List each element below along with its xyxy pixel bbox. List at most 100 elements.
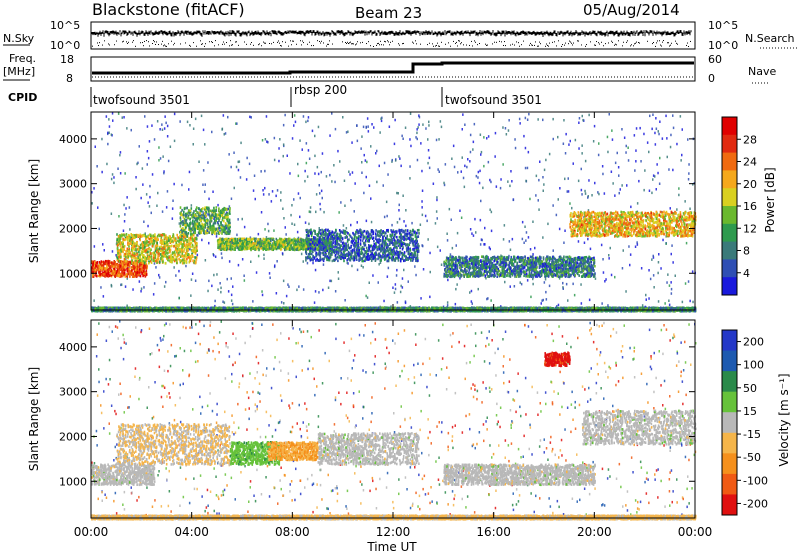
echo-band-2-point <box>218 217 221 220</box>
nsearch-sample <box>519 45 520 47</box>
speckle-point <box>317 125 320 129</box>
echo-band-2-point <box>208 214 211 217</box>
speckle-point <box>107 131 109 135</box>
speckle-point <box>532 220 534 223</box>
nsearch-sample <box>667 42 668 44</box>
speckle-point <box>643 188 645 192</box>
echo-band-1-point <box>153 259 155 262</box>
echo-band-0-point <box>104 269 107 272</box>
echo-band-1-point <box>144 260 146 263</box>
echo-band-2-point <box>202 216 204 220</box>
nsearch-sample <box>296 43 297 45</box>
echo-band-0-point <box>129 275 131 278</box>
speckle-point <box>366 117 369 120</box>
speckle-point <box>264 138 267 141</box>
speckle-point <box>504 280 506 284</box>
echo-band-0-point <box>126 275 129 278</box>
nsearch-sample <box>578 40 579 42</box>
date-title: 05/Aug/2014 <box>583 1 680 19</box>
echo-band-0-point <box>118 266 121 270</box>
echo-band-3-point <box>262 240 265 243</box>
nsearch-sample <box>529 44 530 46</box>
speckle-point <box>405 224 407 228</box>
nsearch-sample <box>456 41 457 43</box>
speckle-point <box>365 126 367 129</box>
speckle-point <box>194 279 197 282</box>
echo-band-1-point <box>116 233 118 236</box>
cpid-label: CPID <box>8 91 37 104</box>
speckle-point <box>583 216 585 219</box>
speckle-point <box>202 211 204 214</box>
echo-band-0-point <box>92 261 95 265</box>
speckle-point <box>514 146 517 150</box>
speckle-point <box>684 282 687 285</box>
echo-band-3-point <box>284 243 287 246</box>
speckle-point <box>297 192 300 195</box>
echo-band-1-point <box>188 256 191 260</box>
speckle-point <box>318 227 320 230</box>
speckle-point <box>459 277 461 280</box>
nsearch-sample <box>585 45 586 47</box>
speckle-point <box>645 298 647 301</box>
echo-band-2-point <box>217 217 219 220</box>
nsearch-sample <box>499 40 500 42</box>
echo-band-1-point <box>160 238 162 241</box>
speckle-point <box>263 253 265 257</box>
nsearch-sample <box>200 40 201 42</box>
speckle-point <box>688 172 690 175</box>
speckle-point <box>308 210 311 213</box>
speckle-point <box>309 210 312 214</box>
speckle-point <box>230 165 232 169</box>
speckle-point <box>403 220 405 223</box>
speckle-point <box>359 258 362 262</box>
speckle-point <box>685 241 688 245</box>
speckle-point <box>464 164 466 168</box>
nsearch-sample <box>350 41 351 43</box>
nsearch-sample <box>635 42 636 44</box>
speckle-point <box>241 258 244 261</box>
speckle-point <box>567 299 569 302</box>
speckle-point <box>125 258 127 261</box>
speckle-point <box>213 273 215 277</box>
speckle-point <box>453 165 456 169</box>
echo-band-1-point <box>150 261 153 264</box>
speckle-point <box>387 266 390 270</box>
echo-band-0-point <box>135 268 138 271</box>
echo-band-1-point <box>136 257 138 260</box>
echo-band-3-point <box>299 240 301 243</box>
speckle-point <box>602 271 605 274</box>
echo-band-1-point <box>156 234 159 238</box>
echo-band-1-point <box>178 247 180 251</box>
speckle-point <box>266 140 268 143</box>
speckle-point <box>512 198 515 202</box>
echo-band-0-point <box>114 261 116 264</box>
speckle-point <box>557 198 559 201</box>
speckle-point <box>102 295 105 298</box>
speckle-point <box>479 133 482 136</box>
nsearch-sample <box>571 42 572 44</box>
echo-band-3-point <box>298 246 301 250</box>
echo-band-1-point <box>185 259 187 263</box>
speckle-point <box>670 133 672 137</box>
speckle-point <box>625 144 627 148</box>
speckle-point <box>475 231 477 234</box>
speckle-point <box>325 175 328 178</box>
speckle-point <box>636 241 638 244</box>
nsearch-sample <box>388 41 389 43</box>
speckle-point <box>93 187 95 190</box>
speckle-point <box>327 286 330 289</box>
speckle-point <box>455 287 457 291</box>
echo-band-0-point <box>116 265 118 269</box>
speckle-point <box>399 157 401 160</box>
speckle-point <box>542 189 544 192</box>
speckle-point <box>670 287 673 291</box>
nsearch-sample <box>253 44 254 46</box>
speckle-point <box>628 245 630 248</box>
nsearch-sample <box>342 41 343 43</box>
speckle-point <box>487 297 489 300</box>
echo-band-1-point <box>149 247 151 251</box>
speckle-point <box>393 142 396 146</box>
echo-band-2-point <box>213 217 215 220</box>
echo-band-1-point <box>188 260 191 264</box>
echo-band-1-point <box>172 235 174 238</box>
